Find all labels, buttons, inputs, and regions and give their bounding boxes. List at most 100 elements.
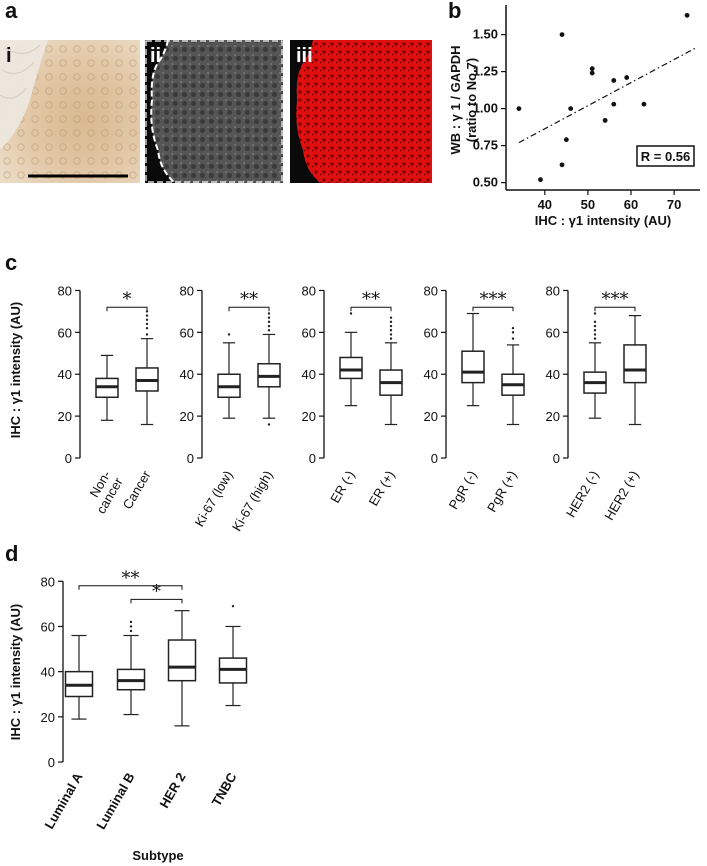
data-point: [559, 32, 565, 37]
data-point: [602, 118, 608, 123]
box-group-1: 0 20 40 60 80 ** Ki-67 (low)Ki-67 (high): [180, 283, 281, 534]
y-tick-label: 1.25: [473, 64, 498, 79]
category-label-line: PgR (+): [484, 468, 520, 515]
box-group-4: 0 20 40 60 80 *** HER2 (-) HER2 (+): [546, 283, 647, 523]
category-label-line: Ki-67 (low): [192, 468, 236, 529]
outlier-point: [145, 318, 149, 321]
category-label: ER (+): [366, 468, 398, 508]
outlier-point: [145, 326, 149, 330]
y-tick-label: 0: [431, 451, 438, 466]
outlier-point: [511, 331, 515, 334]
category-label-line: HER2 (+): [601, 468, 641, 523]
scatter-chart-b: 0.50 0.75 1.00 1.25 1.50 40 50 60 70 R = 0.56 IHC …: [448, 5, 700, 228]
data-point: [611, 78, 617, 83]
significance-bracket: [350, 306, 392, 312]
y-axis-label: IHC : γ1 intensity (AU): [8, 604, 23, 741]
outlier-point: [389, 316, 393, 319]
category-label-line: Cancer: [120, 467, 154, 511]
y-tick-label: 0: [553, 451, 560, 466]
outlier-point: [267, 423, 271, 426]
outlier-point: [593, 337, 597, 340]
significance-label: **: [240, 289, 258, 310]
y-tick-label: 20: [58, 409, 72, 424]
data-point: [684, 12, 690, 18]
significance-bracket: [472, 306, 514, 312]
significance-label: *: [123, 289, 132, 310]
data-point: [568, 106, 574, 111]
y-tick-label: 40: [424, 367, 438, 382]
y-tick-label: 1.00: [473, 101, 498, 116]
data-point: [559, 162, 565, 168]
panel-label-b: b: [448, 0, 461, 23]
outlier-point: [267, 324, 271, 328]
y-tick-label: 20: [41, 710, 55, 725]
y-tick-label: 40: [180, 367, 194, 382]
y-tick-label: 80: [424, 283, 438, 298]
y-tick-label: 80: [58, 283, 72, 298]
outlier-point: [593, 312, 597, 315]
y-tick-label: 60: [58, 325, 72, 340]
y-tick-label: 60: [302, 325, 316, 340]
y-tick-label: 0: [65, 451, 72, 466]
data-point: [589, 70, 595, 76]
significance-bracket: [78, 585, 183, 590]
y-tick-label: 60: [546, 325, 560, 340]
category-label: Cancer: [120, 467, 154, 511]
y-tick-label: 60: [424, 325, 438, 340]
y-tick-label: 80: [41, 574, 55, 589]
significance-bracket: [106, 306, 148, 312]
box-iqr: [623, 344, 647, 384]
outlier-point: [593, 329, 597, 332]
category-label: TNBC: [209, 769, 240, 808]
x-tick-label: 70: [667, 197, 681, 212]
y-tick-label: 60: [41, 619, 55, 634]
outlier-point: [267, 316, 271, 319]
y-tick-label: 40: [58, 367, 72, 382]
y-tick-label: 80: [302, 283, 316, 298]
y-tick-label: 0.50: [473, 175, 498, 190]
significance-bracket: [130, 598, 183, 604]
outlier-point: [593, 320, 597, 324]
panel-a-image-i: i: [0, 40, 140, 183]
box-iqr: [339, 356, 363, 380]
x-tick-label: 60: [624, 197, 638, 212]
y-tick-label: 40: [302, 367, 316, 382]
category-label: Non-cancer: [81, 467, 126, 516]
category-label: PgR (-): [446, 468, 480, 512]
category-label-line: ER (+): [366, 468, 398, 508]
outlier-point: [231, 604, 235, 608]
x-axis-label: Subtype: [132, 848, 183, 863]
outlier-point: [511, 337, 515, 340]
r-annotation: R = 0.56: [641, 149, 691, 164]
panel-label-a: a: [5, 0, 18, 23]
outlier-point: [389, 333, 393, 336]
y-tick-label: 0: [48, 755, 55, 770]
data-point: [589, 66, 595, 72]
category-label: ER (-): [327, 468, 357, 506]
significance-bracket: [228, 306, 270, 312]
outlier-point: [267, 329, 271, 332]
outlier-point: [145, 322, 149, 326]
x-axis-label: IHC : γ1 intensity (AU): [535, 213, 672, 228]
category-label: Luminal A: [41, 769, 85, 831]
outlier-point: [593, 324, 597, 328]
outlier-point: [349, 312, 353, 315]
panel-a-image-iii: iii: [290, 40, 432, 183]
box-iqr: [461, 350, 485, 384]
y-tick-label: 40: [41, 665, 55, 680]
outlier-point: [129, 620, 133, 624]
significance-label: **: [362, 289, 380, 310]
data-point: [563, 137, 569, 143]
outlier-point: [267, 320, 271, 324]
category-label: Ki-67 (low): [192, 468, 236, 529]
y-tick-label: 20: [180, 409, 194, 424]
box-group-3: 0 20 40 60 80 *** PgR (-) PgR (+): [424, 283, 525, 515]
outlier-point: [129, 625, 133, 628]
y-tick-label: 40: [546, 367, 560, 382]
significance-bracket: [594, 306, 636, 312]
data-point: [611, 101, 617, 107]
category-label: HER 2: [156, 770, 188, 811]
